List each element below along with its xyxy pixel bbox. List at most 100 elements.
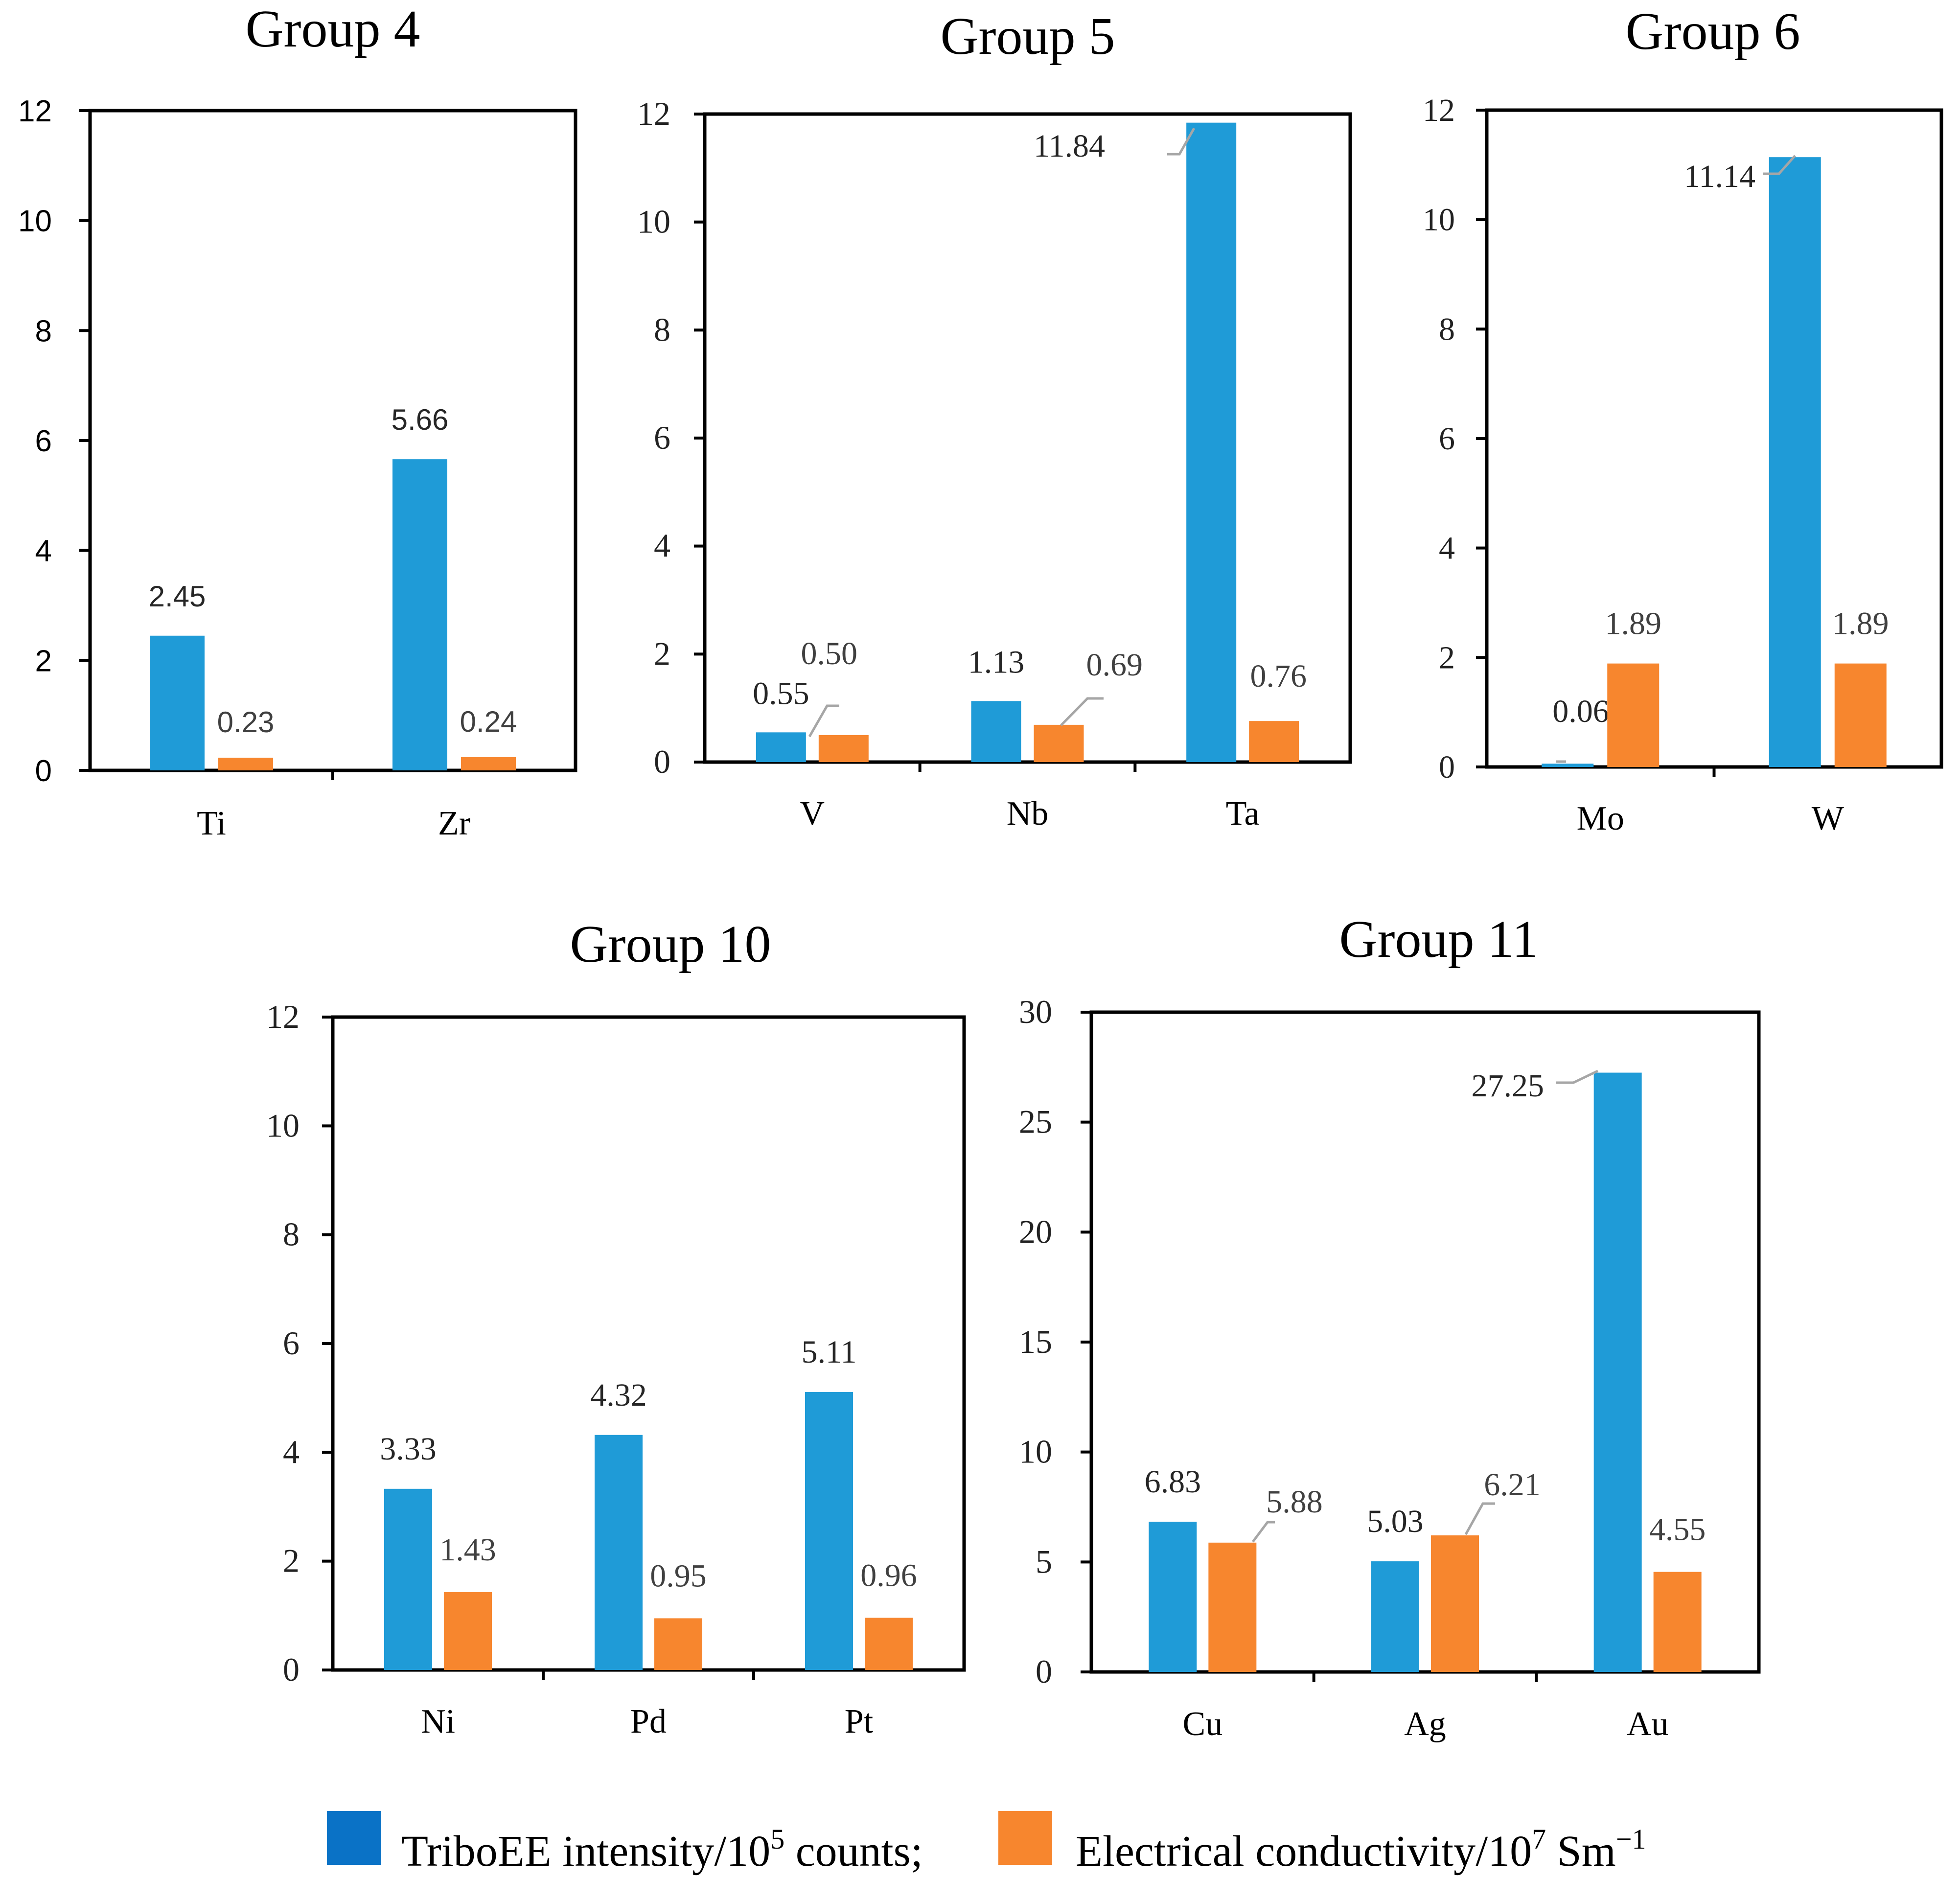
legend-text-part: Sm bbox=[1546, 1827, 1616, 1876]
tribo-bar bbox=[150, 635, 205, 770]
conductivity-data-label: 0.24 bbox=[460, 705, 517, 738]
tribo-data-label: 27.25 bbox=[1472, 1068, 1545, 1104]
conductivity-bar bbox=[1607, 663, 1660, 767]
chart-title: Group 4 bbox=[246, 0, 420, 58]
conductivity-data-label: 0.50 bbox=[801, 636, 858, 672]
y-tick-label: 0 bbox=[1036, 1653, 1052, 1690]
label-leader-line bbox=[1556, 1069, 1599, 1084]
x-tick-label: Pd bbox=[630, 1703, 667, 1740]
y-tick-label: 25 bbox=[1019, 1103, 1052, 1140]
plot-frame bbox=[1089, 1010, 1761, 1674]
y-tick-label: 8 bbox=[35, 314, 52, 348]
conductivity-data-label: 0.23 bbox=[217, 706, 275, 739]
conductivity-data-label: 6.21 bbox=[1484, 1467, 1541, 1503]
conductivity-bar bbox=[1834, 663, 1887, 767]
tribo-data-label: 0.55 bbox=[753, 675, 809, 711]
conductivity-bar bbox=[1208, 1542, 1257, 1672]
y-tick-label: 8 bbox=[654, 311, 670, 348]
x-tick-label: V bbox=[800, 795, 825, 833]
conductivity-bar bbox=[1431, 1535, 1479, 1672]
y-tick-label: 0 bbox=[35, 754, 52, 788]
conductivity-bar bbox=[461, 757, 516, 770]
legend-label-tribo: TriboEE intensity/105 counts; bbox=[401, 1823, 923, 1876]
tribo-bar bbox=[1593, 1072, 1642, 1672]
tribo-data-label: 5.11 bbox=[801, 1334, 856, 1370]
legend-swatch-conductivity bbox=[998, 1811, 1052, 1865]
chart-title: Group 11 bbox=[1339, 910, 1539, 969]
x-tick-label: Ta bbox=[1226, 795, 1260, 833]
legend-label-conductivity: Electrical conductivity/107 Sm−1 bbox=[1076, 1823, 1646, 1876]
conductivity-data-label: 5.88 bbox=[1266, 1484, 1323, 1520]
y-tick-label: 2 bbox=[283, 1542, 300, 1579]
y-tick-label: 0 bbox=[654, 743, 670, 780]
conductivity-bar bbox=[1034, 724, 1084, 762]
y-tick-label: 8 bbox=[283, 1216, 300, 1253]
x-tick-label: Mo bbox=[1577, 800, 1624, 837]
conductivity-bar bbox=[1249, 721, 1299, 762]
legend-text-part: counts; bbox=[784, 1827, 922, 1876]
tribo-data-label: 5.66 bbox=[392, 403, 449, 436]
x-tick-label: W bbox=[1812, 800, 1844, 837]
x-tick-label: Ti bbox=[197, 805, 226, 842]
y-tick-label: 2 bbox=[35, 644, 52, 678]
x-tick-label: Au bbox=[1627, 1705, 1669, 1743]
y-tick-label: 4 bbox=[35, 534, 52, 568]
tribo-bar bbox=[1769, 157, 1821, 767]
y-tick-label: 4 bbox=[1439, 531, 1455, 566]
tribo-bar bbox=[595, 1435, 643, 1670]
conductivity-data-label: 0.96 bbox=[860, 1557, 917, 1593]
tribo-bar bbox=[1186, 122, 1237, 763]
tribo-bar bbox=[1542, 764, 1594, 767]
tribo-data-label: 2.45 bbox=[149, 580, 206, 613]
tribo-data-label: 4.32 bbox=[590, 1377, 647, 1413]
conductivity-data-label: 4.55 bbox=[1649, 1512, 1706, 1548]
conductivity-bar bbox=[654, 1618, 702, 1670]
chart-panel-3: Group 6 0 2 4 6 8 10 12 Mo 0.06 1.89 W 11.14 1.89 bbox=[1423, 2, 1943, 837]
y-tick-label: 2 bbox=[654, 635, 670, 672]
chart-panel-5: Group 11 0 5 10 15 20 25 30 Cu 6.83 5.88 Ag 5.03 6.21… bbox=[1019, 910, 1761, 1743]
tribo-data-label: 11.84 bbox=[1034, 128, 1105, 164]
tribo-bar bbox=[392, 459, 447, 770]
chart-panel-2: Group 5 0 2 4 6 8 10 12 V 0.550.50 Nb 1.13 0.69 Ta 11.… bbox=[637, 7, 1352, 833]
x-tick-label: Pt bbox=[845, 1703, 874, 1740]
label-leader-line bbox=[1167, 127, 1196, 156]
y-tick-label: 10 bbox=[1423, 202, 1455, 238]
conductivity-data-label: 0.95 bbox=[650, 1558, 707, 1594]
y-tick-label: 6 bbox=[1439, 421, 1455, 457]
tribo-data-label: 0.06 bbox=[1552, 694, 1609, 729]
y-tick-label: 12 bbox=[637, 95, 670, 132]
legend-text-part: −1 bbox=[1616, 1823, 1646, 1855]
y-tick-label: 4 bbox=[283, 1433, 300, 1470]
y-tick-label: 4 bbox=[654, 527, 670, 564]
chart-panel-4: Group 10 0 2 4 6 8 10 12 Ni 3.33 1.43 Pd 4.32 0.95 Pt 5… bbox=[266, 915, 966, 1740]
tribo-data-label: 3.33 bbox=[380, 1431, 437, 1467]
y-tick-label: 12 bbox=[1423, 93, 1455, 128]
legend-swatch-tribo bbox=[327, 1811, 381, 1865]
conductivity-bar bbox=[865, 1618, 913, 1670]
y-tick-label: 6 bbox=[654, 419, 670, 456]
y-tick-label: 10 bbox=[266, 1107, 300, 1144]
y-tick-label: 20 bbox=[1019, 1213, 1052, 1250]
legend-text-part: 7 bbox=[1532, 1823, 1546, 1855]
label-leader-line bbox=[1464, 1502, 1495, 1535]
tribo-bar bbox=[384, 1488, 432, 1670]
tribo-bar bbox=[1371, 1561, 1419, 1672]
y-tick-label: 0 bbox=[1439, 749, 1455, 785]
tribo-data-label: 6.83 bbox=[1145, 1464, 1201, 1500]
y-tick-label: 10 bbox=[637, 203, 670, 240]
y-tick-label: 12 bbox=[18, 94, 52, 128]
label-leader-line bbox=[1763, 155, 1796, 175]
conductivity-data-label: 1.89 bbox=[1832, 606, 1889, 642]
conductivity-data-label: 0.76 bbox=[1250, 658, 1307, 694]
conductivity-data-label: 0.69 bbox=[1086, 647, 1143, 683]
tribo-data-label: 5.03 bbox=[1367, 1504, 1424, 1539]
y-tick-label: 0 bbox=[283, 1651, 300, 1688]
conductivity-bar bbox=[1653, 1572, 1702, 1672]
y-tick-label: 30 bbox=[1019, 993, 1052, 1030]
x-tick-label: Ni bbox=[421, 1703, 455, 1740]
tribo-data-label: 1.13 bbox=[968, 644, 1025, 680]
conductivity-data-label: 1.89 bbox=[1605, 606, 1662, 642]
legend: TriboEE intensity/105 counts; Electrical … bbox=[327, 1811, 1646, 1876]
x-tick-label: Cu bbox=[1182, 1705, 1222, 1743]
